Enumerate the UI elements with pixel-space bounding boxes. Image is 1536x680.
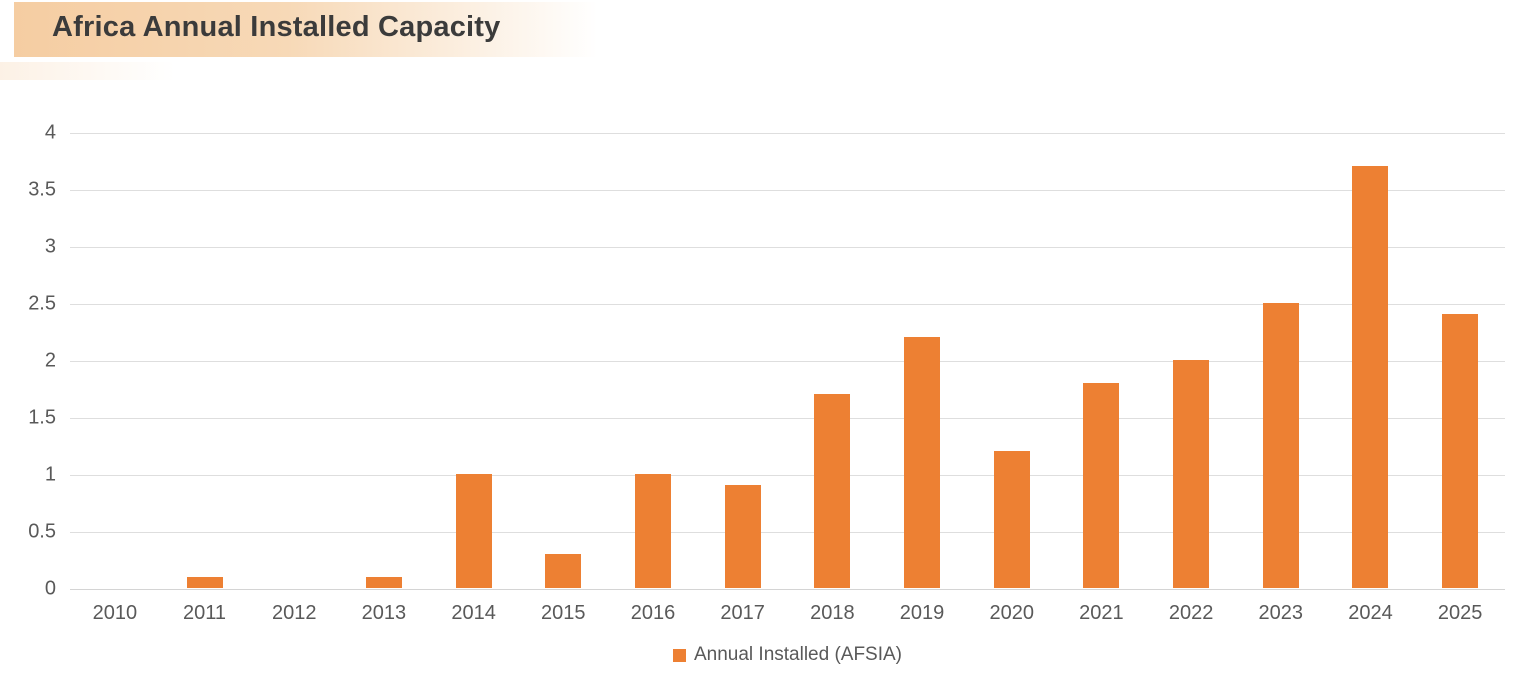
y-tick-label: 3 [44,235,56,258]
y-tick-label: 2 [44,349,56,372]
y-tick-label: 0 [44,577,56,600]
x-tick-label-2020: 2020 [989,602,1034,624]
gridline [70,532,1505,533]
y-tick-label: 3.5 [28,178,56,201]
gridline [70,475,1505,476]
legend-swatch-icon [672,648,686,662]
x-tick-label-2019: 2019 [899,602,945,624]
bar-2017[interactable] [724,485,761,588]
chart-title: Africa Annual Installed Capacity [52,11,501,43]
y-axis-labels: 0 0.5 1 1.5 2 2.5 3 3.5 4 [0,122,56,600]
legend-label: Annual Installed (AFSIA) [693,644,903,665]
title-banner [14,2,622,57]
banner-accent-strip [0,62,175,80]
gridline [70,133,1505,134]
y-tick-label: 2.5 [28,292,56,315]
x-tick-label-2016: 2016 [630,602,676,624]
plot-area [70,133,1505,590]
bar-2019[interactable] [904,337,941,588]
gridline [70,304,1505,305]
x-tick-label-2011: 2011 [183,602,227,624]
x-tick-label-2010: 2010 [92,602,138,624]
bar-2011[interactable] [186,576,223,588]
gridline [70,190,1505,191]
x-tick-label-2015: 2015 [541,602,586,624]
x-tick-label-2022: 2022 [1168,602,1214,624]
x-tick-label-2024: 2024 [1348,602,1393,624]
x-tick-label-2014: 2014 [451,602,496,624]
x-tick-label-2023: 2023 [1258,602,1304,624]
y-tick-label: 1 [44,463,56,486]
bar-2013[interactable] [365,576,402,588]
bar-2018[interactable] [814,394,851,588]
gridline [70,589,1505,590]
x-axis-labels: 2010 2011 2012 2013 2014 2015 2016 2017 2018 2019… [70,602,1505,628]
x-tick-label-2025: 2025 [1437,602,1483,624]
y-tick-label: 4 [44,121,56,144]
x-tick-label-2017: 2017 [720,602,765,624]
gridline [70,361,1505,362]
x-tick-label-2013: 2013 [361,602,407,624]
x-tick-label-2021: 2021 [1079,602,1124,624]
bar-2025[interactable] [1442,314,1479,588]
legend[interactable]: Annual Installed (AFSIA) [70,643,1505,667]
gridline [70,418,1505,419]
bar-2014[interactable] [455,474,492,588]
bar-2020[interactable] [993,451,1030,588]
bar-2024[interactable] [1352,166,1389,588]
x-tick-label-2012: 2012 [271,602,317,624]
bar-2015[interactable] [545,553,582,588]
gridline [70,247,1505,248]
y-tick-label: 1.5 [28,406,56,429]
bar-2021[interactable] [1083,382,1120,588]
x-tick-label-2018: 2018 [810,602,855,624]
y-tick-label: 0.5 [28,520,56,543]
bar-2016[interactable] [634,474,671,588]
bar-2022[interactable] [1173,360,1210,588]
bar-2023[interactable] [1262,303,1299,588]
